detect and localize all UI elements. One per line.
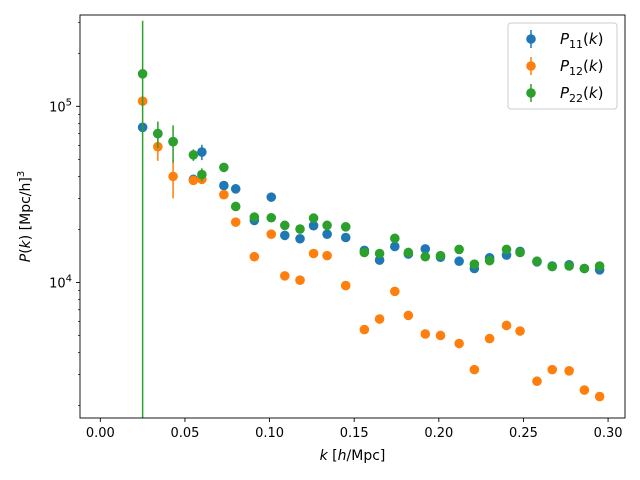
legend: P11(k) P12(k) P22(k) bbox=[507, 22, 618, 110]
data-point bbox=[390, 233, 400, 244]
data-point bbox=[137, 68, 148, 79]
data-point bbox=[484, 333, 495, 344]
legend-marker bbox=[526, 61, 536, 71]
x-tick-label: 0.05 bbox=[170, 426, 199, 441]
data-point bbox=[322, 229, 332, 239]
data-point bbox=[532, 256, 542, 267]
data-point bbox=[564, 261, 574, 271]
data-point bbox=[515, 326, 525, 336]
x-axis-label: k [h/Mpc] bbox=[320, 448, 386, 464]
data-point bbox=[340, 222, 351, 232]
data-point bbox=[340, 232, 351, 243]
y-axis-label: P(k) [Mpc/h]3 bbox=[16, 171, 34, 263]
data-point bbox=[564, 366, 574, 376]
data-point bbox=[359, 324, 370, 335]
data-point bbox=[359, 247, 370, 258]
data-point bbox=[197, 169, 207, 180]
data-point bbox=[454, 244, 464, 255]
data-point bbox=[322, 220, 332, 231]
data-point bbox=[435, 250, 446, 261]
x-tick-label: 0.30 bbox=[594, 426, 623, 441]
data-point bbox=[279, 220, 290, 231]
legend-marker bbox=[526, 34, 536, 44]
data-point bbox=[374, 255, 385, 265]
y-tick-label: 105 bbox=[49, 97, 72, 115]
data-point bbox=[219, 189, 229, 200]
data-point bbox=[230, 184, 241, 194]
data-point bbox=[501, 244, 512, 255]
data-point bbox=[308, 220, 319, 231]
data-point bbox=[249, 212, 260, 222]
data-point bbox=[266, 212, 277, 223]
data-point bbox=[230, 217, 241, 227]
x-tick-label: 0.20 bbox=[424, 426, 453, 441]
data-point bbox=[532, 376, 542, 387]
data-point bbox=[435, 330, 446, 341]
data-point bbox=[279, 230, 290, 241]
data-point bbox=[484, 255, 495, 266]
plot-frame bbox=[79, 14, 626, 419]
data-point bbox=[266, 192, 277, 202]
data-point bbox=[249, 251, 260, 262]
series-p12k bbox=[137, 96, 605, 402]
data-point bbox=[188, 150, 199, 160]
data-point bbox=[374, 248, 385, 259]
data-point bbox=[594, 261, 605, 271]
data-point bbox=[403, 247, 414, 258]
data-point bbox=[153, 128, 163, 139]
data-point bbox=[168, 136, 178, 147]
data-point bbox=[188, 175, 199, 186]
data-point bbox=[579, 263, 590, 274]
data-point bbox=[308, 213, 319, 223]
data-point bbox=[501, 320, 512, 331]
data-point bbox=[295, 224, 305, 234]
x-tick-label: 0.15 bbox=[340, 426, 369, 441]
data-point bbox=[469, 364, 480, 375]
data-point bbox=[308, 248, 319, 259]
data-point bbox=[197, 147, 207, 157]
data-point bbox=[219, 180, 229, 191]
legend-label: P11(k) bbox=[560, 30, 603, 51]
data-point bbox=[219, 162, 229, 173]
legend-marker bbox=[526, 88, 536, 98]
y-tick-label: 104 bbox=[49, 273, 72, 291]
data-point bbox=[547, 261, 558, 272]
data-point bbox=[454, 256, 464, 267]
data-point bbox=[469, 259, 480, 269]
legend-label: P12(k) bbox=[560, 57, 603, 78]
data-point bbox=[390, 286, 400, 297]
data-point bbox=[322, 250, 332, 261]
data-point bbox=[266, 229, 277, 239]
data-point bbox=[340, 280, 351, 291]
data-point bbox=[547, 364, 558, 375]
data-point bbox=[515, 247, 525, 258]
data-point bbox=[403, 310, 414, 321]
data-point bbox=[390, 241, 400, 252]
data-point bbox=[230, 201, 241, 212]
data-point bbox=[420, 329, 431, 339]
x-tick-label: 0.10 bbox=[255, 426, 284, 441]
x-axis-ticks: 0.00 0.05 0.10 0.15 0.20 0.25 0.30 bbox=[86, 418, 623, 441]
data-point bbox=[579, 385, 590, 395]
data-point bbox=[295, 233, 305, 244]
data-point bbox=[168, 171, 178, 182]
data-point bbox=[594, 391, 605, 402]
x-tick-label: 0.00 bbox=[86, 426, 115, 441]
series-p22k bbox=[137, 20, 605, 418]
data-point bbox=[420, 251, 431, 262]
legend-label: P22(k) bbox=[560, 84, 603, 105]
data-point bbox=[420, 244, 431, 254]
y-axis-ticks: 104 105 bbox=[49, 21, 80, 406]
data-point bbox=[454, 338, 464, 349]
data-point bbox=[374, 314, 385, 324]
data-point bbox=[279, 271, 290, 281]
x-tick-label: 0.25 bbox=[509, 426, 538, 441]
data-marks bbox=[137, 20, 605, 418]
data-point bbox=[295, 275, 305, 285]
legend-box bbox=[507, 22, 618, 110]
